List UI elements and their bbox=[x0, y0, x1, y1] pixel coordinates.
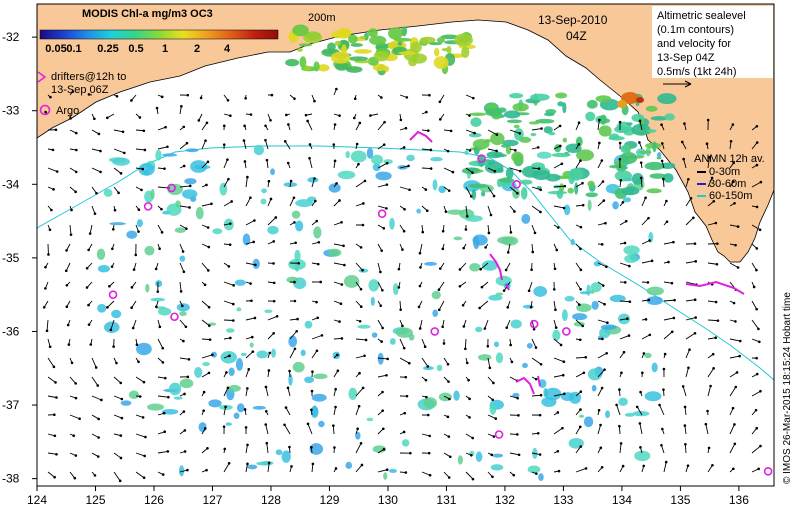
copyright-credit: © IMOS 26-Mar-2015 18:15:24 Hobart time bbox=[782, 292, 793, 484]
argo-float-marker bbox=[494, 430, 504, 439]
drifters-legend-line-1: drifters@12h to bbox=[51, 71, 126, 83]
y-tick-label: -38 bbox=[2, 472, 20, 486]
drifters-legend-line-2: 13-Sep 06Z bbox=[51, 84, 109, 96]
map-frame bbox=[36, 3, 775, 487]
date-label: 13-Sep-2010 bbox=[538, 13, 608, 27]
velocity-arrows bbox=[42, 87, 763, 483]
y-tick-label: -32 bbox=[2, 30, 20, 44]
drifter-tracks bbox=[409, 130, 745, 395]
colorbar: MODIS Chl-a mg/m3 OC3 0.05 0.1 0.25 0.5 1 2 4 bbox=[39, 8, 279, 55]
argo-legend: Argo bbox=[39, 104, 79, 117]
altimetry-note-line: 13-Sep 04Z bbox=[657, 52, 715, 64]
altimetry-note-line: Altimetric sealevel bbox=[657, 10, 746, 22]
argo-float-marker bbox=[512, 179, 521, 189]
colorbar-tick-label: 2 bbox=[194, 43, 200, 55]
argo-float-marker bbox=[167, 183, 176, 193]
axis-ticks: 124 125 126 127 128 129 130 131 132 133 134 135 136-… bbox=[2, 30, 749, 507]
x-tick-label: 131 bbox=[436, 493, 456, 507]
colorbar-title: MODIS Chl-a mg/m3 OC3 bbox=[82, 8, 213, 20]
anmn-legend-label: 60-150m bbox=[709, 190, 752, 202]
colorbar-tick-label: 4 bbox=[224, 43, 231, 55]
anmn-legend-label: 30-60m bbox=[709, 178, 746, 190]
colorbar-tick-label: 0.05 bbox=[45, 43, 66, 55]
colorbar-tick-label: 0.25 bbox=[97, 43, 118, 55]
x-tick-label: 125 bbox=[85, 493, 105, 507]
argo-float-marker bbox=[477, 154, 486, 163]
x-tick-label: 130 bbox=[378, 493, 398, 507]
x-tick-label: 126 bbox=[144, 493, 164, 507]
argo-float-marker bbox=[562, 327, 571, 336]
colorbar-tick-label: 0.1 bbox=[66, 43, 81, 55]
anmn-title: ANMN 12h av. bbox=[694, 153, 765, 165]
y-tick-label: -37 bbox=[2, 398, 20, 412]
altimetry-note-box bbox=[652, 6, 773, 78]
velocity-scale-arrow bbox=[663, 80, 692, 88]
contour-label: 200m bbox=[308, 12, 336, 24]
colorbar-tick-label: 1 bbox=[162, 43, 168, 55]
drifters-legend: drifters@12h to 13-Sep 06Z bbox=[37, 71, 126, 96]
colorbar-gradient bbox=[39, 29, 279, 40]
argo-float-marker bbox=[430, 327, 440, 336]
argo-legend-label: Argo bbox=[56, 105, 79, 117]
altimetry-note: Altimetric sealevel (0.1m contours) and ve… bbox=[657, 10, 746, 78]
y-tick-label: -34 bbox=[2, 177, 20, 191]
argo-floats bbox=[108, 154, 773, 476]
chlorophyll-patches bbox=[96, 24, 677, 481]
colorbar-tick-label: 0.5 bbox=[128, 43, 143, 55]
drifter-icon bbox=[37, 71, 47, 83]
y-tick-label: -33 bbox=[2, 104, 20, 118]
argo-float-marker bbox=[108, 290, 118, 299]
altimetry-note-line: and velocity for bbox=[657, 38, 731, 50]
argo-float-marker bbox=[170, 312, 179, 322]
argo-float-marker bbox=[529, 319, 539, 329]
argo-float-marker bbox=[763, 466, 773, 476]
time-label: 04Z bbox=[566, 29, 587, 43]
x-tick-label: 134 bbox=[612, 493, 632, 507]
altimetry-note-line: 0.5m/s (1kt 24h) bbox=[657, 66, 736, 78]
land-mass bbox=[37, 4, 774, 263]
x-tick-label: 136 bbox=[729, 493, 749, 507]
x-tick-label: 129 bbox=[319, 493, 339, 507]
x-tick-label: 127 bbox=[202, 493, 222, 507]
argo-float-marker bbox=[143, 202, 153, 211]
x-tick-label: 128 bbox=[261, 493, 281, 507]
x-tick-label: 124 bbox=[27, 493, 47, 507]
x-tick-label: 133 bbox=[553, 493, 573, 507]
x-tick-label: 132 bbox=[495, 493, 515, 507]
y-tick-label: -36 bbox=[2, 324, 20, 338]
argo-float-marker bbox=[377, 209, 387, 219]
argo-icon bbox=[39, 104, 51, 116]
y-tick-label: -35 bbox=[2, 251, 20, 265]
altimetry-note-line: (0.1m contours) bbox=[657, 24, 734, 36]
anmn-legend-label: 0-30m bbox=[709, 166, 740, 178]
x-tick-label: 135 bbox=[670, 493, 690, 507]
